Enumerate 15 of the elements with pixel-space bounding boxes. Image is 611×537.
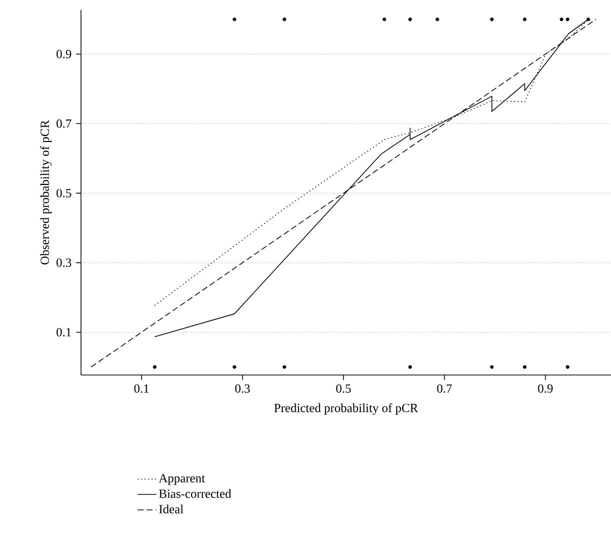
x-tick-label: 0.3 <box>235 384 250 393</box>
y-tick-label: 0.5 <box>56 188 72 198</box>
x-axis-title: Predicted probability of pCR <box>274 403 418 415</box>
y-axis-title: Observed probability of pCR <box>40 120 52 264</box>
x-tick-label: 0.5 <box>336 384 351 393</box>
legend-label: Ideal <box>159 504 184 514</box>
y-tick-label: 0.1 <box>56 328 71 336</box>
x-tick-label: 0.1 <box>134 384 149 393</box>
legend-label: Apparent <box>158 474 205 485</box>
x-tick-label: 0.7 <box>437 384 452 393</box>
x-tick-label: 0.9 <box>538 384 553 393</box>
y-tick-label: 0.7 <box>56 119 72 128</box>
y-tick-label: 0.9 <box>56 50 72 58</box>
legend-label: Bias-corrected <box>159 489 232 498</box>
y-tick-label: 0.3 <box>56 258 72 267</box>
